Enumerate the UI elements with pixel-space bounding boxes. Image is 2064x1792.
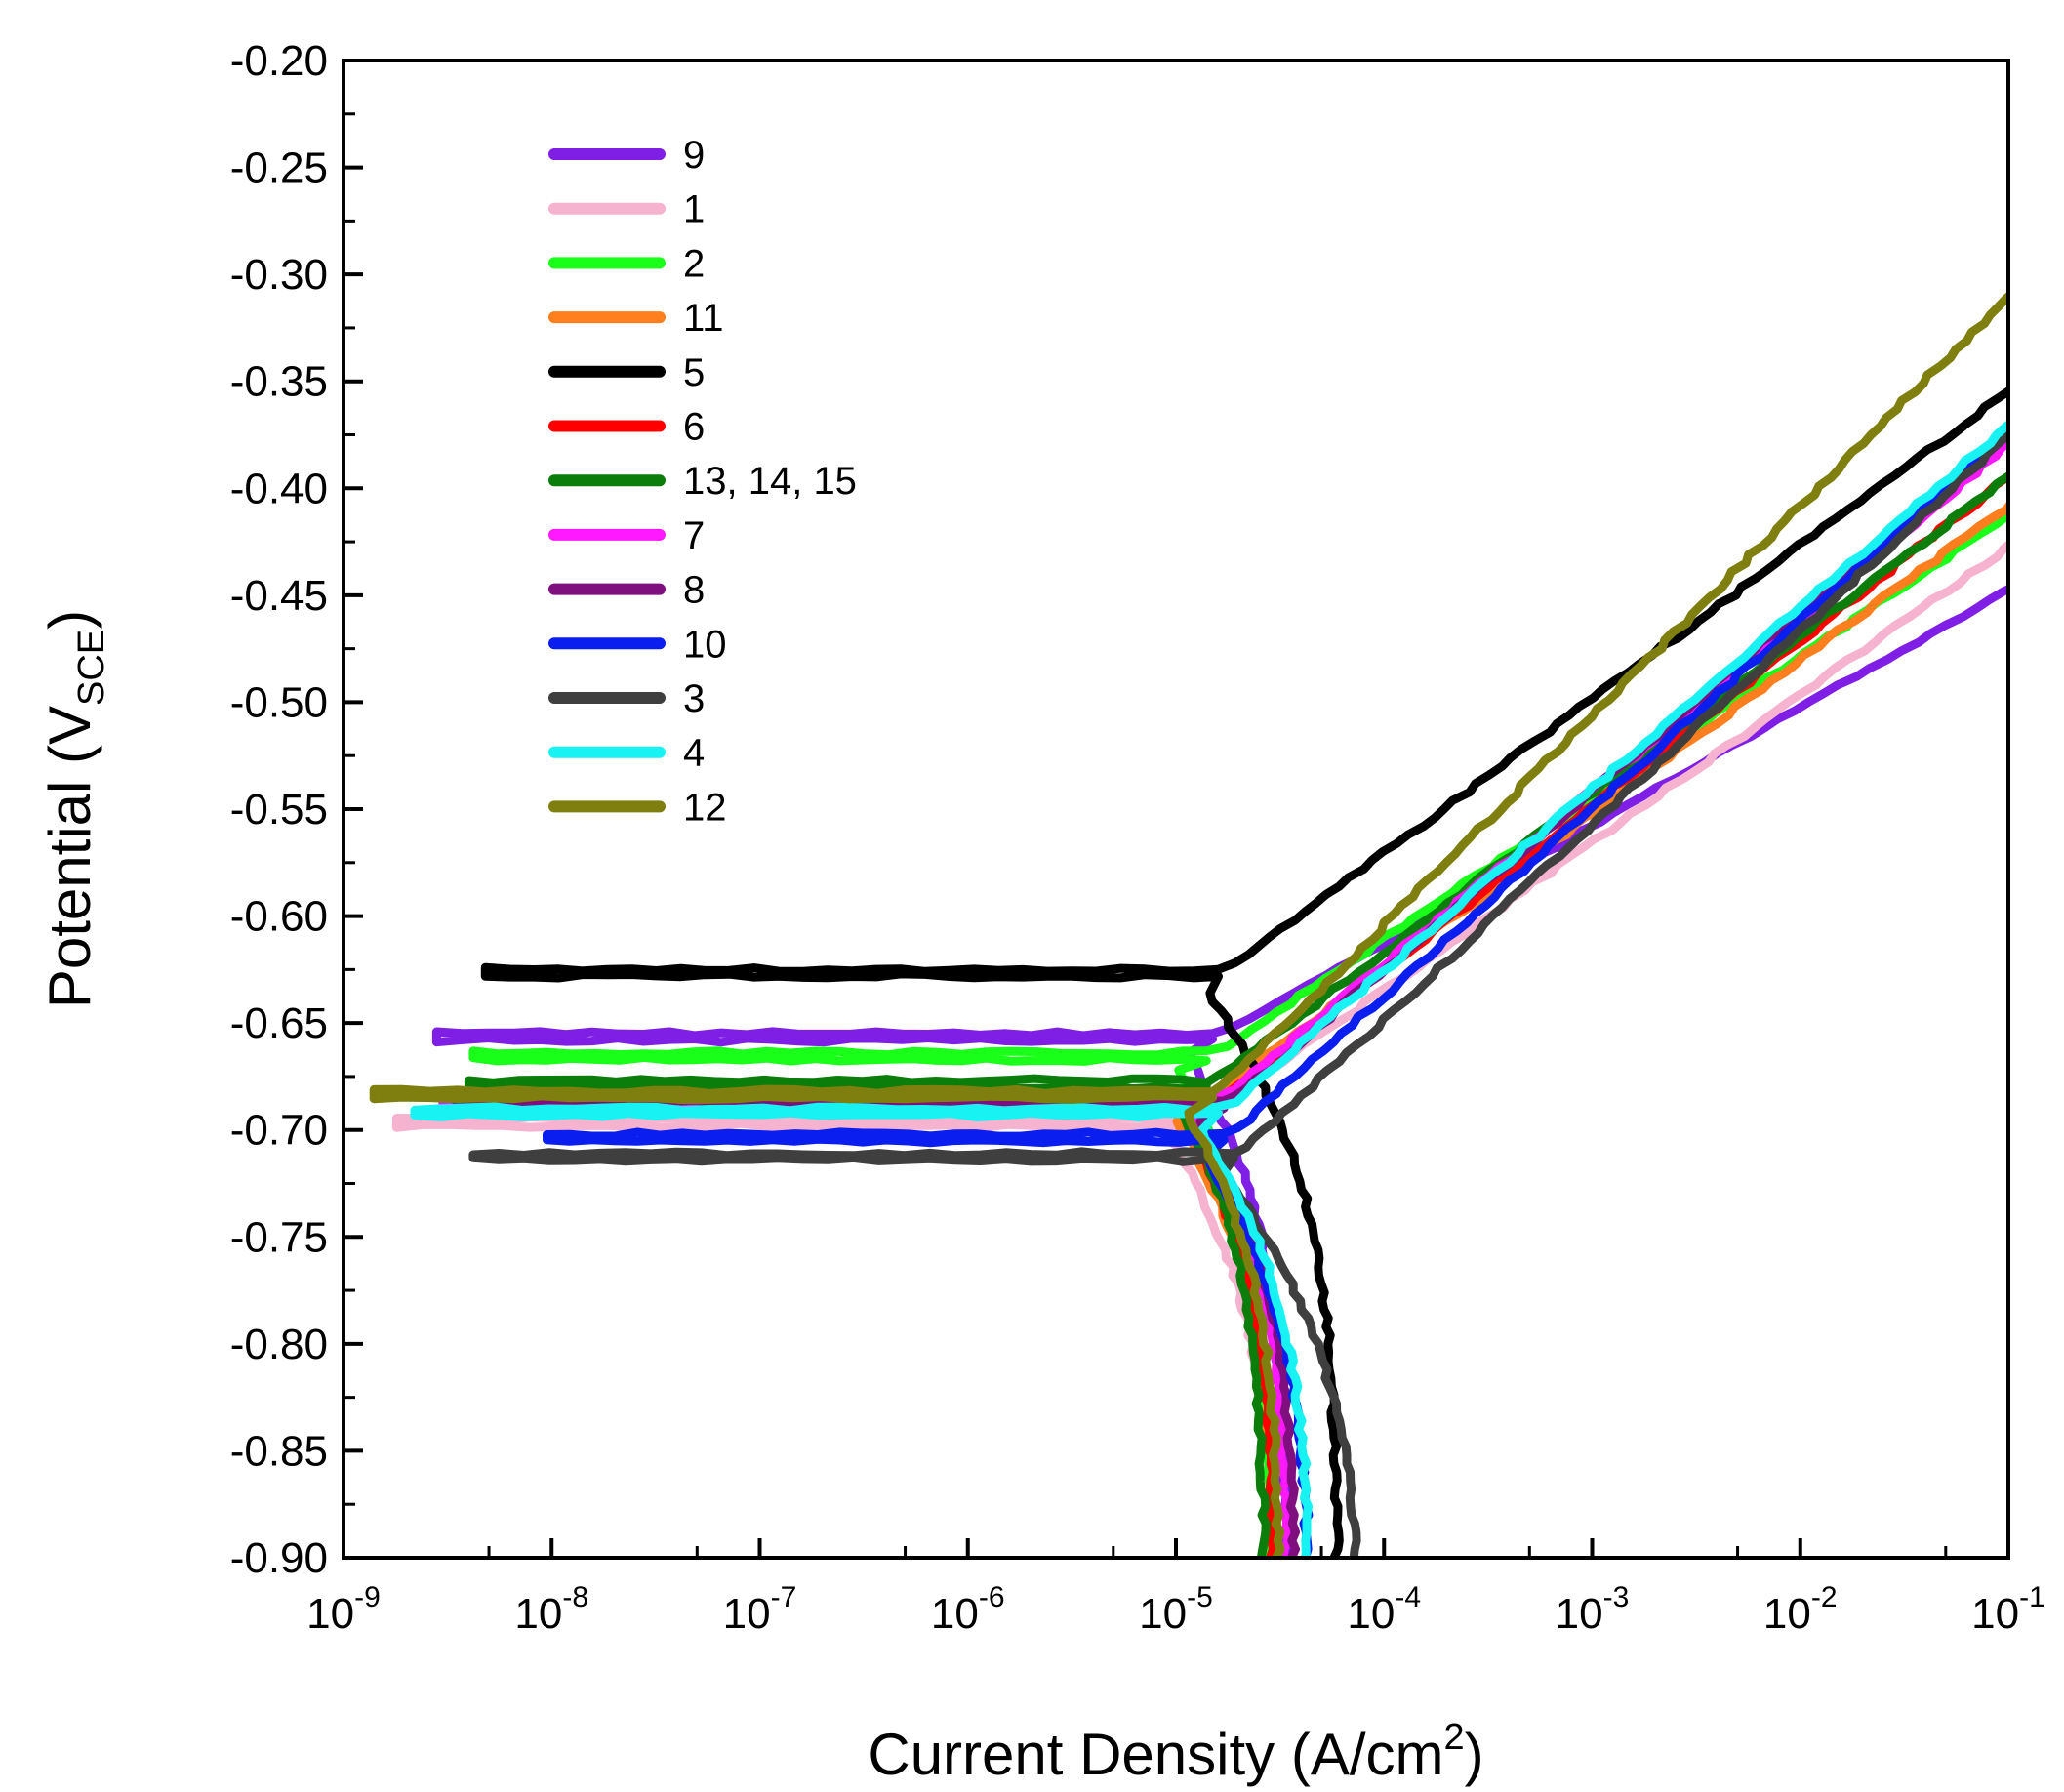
legend-label: 8 [683,569,705,612]
series-line-1 [391,539,2008,1558]
y-tick-label: -0.80 [230,1321,328,1368]
series-layer [369,290,2008,1558]
legend-label: 3 [683,677,705,720]
x-tick-label: 10-9 [306,1581,381,1638]
y-tick-label: -0.30 [230,251,328,299]
legend-label: 6 [683,406,705,449]
y-tick-label: -0.40 [230,465,328,512]
legend-label: 9 [683,134,705,177]
series-line-5 [480,386,2008,1558]
y-tick-label: -0.70 [230,1107,328,1155]
y-tick-label: -0.60 [230,893,328,941]
y-tick-label: -0.45 [230,572,328,620]
x-tick-label: 10-1 [1971,1581,2045,1638]
y-tick-label: -0.20 [230,37,328,85]
x-tick-label: 10-3 [1556,1581,1630,1638]
series-line-12 [369,290,2008,1558]
legend-label: 7 [683,514,705,557]
y-tick-label: -0.75 [230,1213,328,1261]
x-tick-label: 10-8 [514,1581,588,1638]
axis-layer: 10-9 10-8 10-7 10-6 10-5 10-4 10-3 10-2 10-1 -0.2… [230,37,2045,1638]
y-tick-label: -0.25 [230,144,328,192]
x-tick-label: 10-2 [1763,1581,1838,1638]
y-tick-label: -0.50 [230,678,328,726]
series-line-3 [468,428,2008,1558]
legend-label: 4 [683,732,705,775]
legend-label: 12 [683,786,727,829]
x-tick-label: 10-7 [723,1581,797,1638]
legend-label: 2 [683,242,705,285]
x-axis-title: Current Density (A/cm2) [868,1717,1483,1787]
y-axis-title: Potential (VSCE) [37,610,112,1008]
y-tick-label: -0.35 [230,358,328,406]
y-tick-label: -0.55 [230,786,328,834]
y-tick-label: -0.65 [230,999,328,1047]
x-tick-label: 10-4 [1347,1581,1421,1638]
series-line-4 [410,420,2008,1558]
y-tick-label: -0.85 [230,1427,328,1475]
series-line-13-14-15 [464,470,2008,1558]
legend-label: 5 [683,351,705,394]
legend-label: 1 [683,188,705,231]
legend-label: 11 [683,297,724,340]
legend-label: 13, 14, 15 [683,460,857,503]
x-tick-label: 10-6 [931,1581,1005,1638]
y-tick-label: -0.90 [230,1534,328,1582]
series-line-10 [543,426,2008,1558]
x-tick-label: 10-5 [1139,1581,1213,1638]
legend-label: 10 [683,623,727,666]
